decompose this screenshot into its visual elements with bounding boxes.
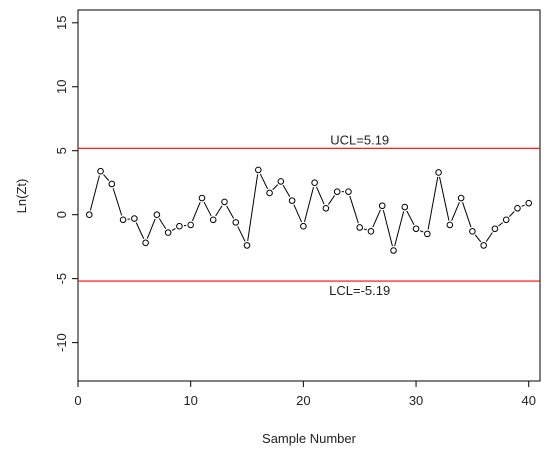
data-point: [131, 215, 138, 222]
data-point: [491, 225, 499, 233]
data-point: [401, 203, 409, 211]
series-segment: [215, 205, 223, 217]
series-segment: [259, 173, 269, 190]
data-point: [333, 188, 341, 195]
data-point: [412, 225, 420, 233]
data-point: [266, 189, 273, 197]
data-point: [119, 216, 127, 224]
y-tick-label: 10: [54, 80, 69, 94]
series-segment: [382, 209, 393, 247]
series-segment: [247, 174, 259, 242]
data-point: [525, 199, 533, 207]
series-segment: [146, 218, 156, 239]
lcl-label: LCL=-5.19: [329, 283, 390, 298]
series-segment: [282, 185, 291, 197]
data-point: [198, 194, 206, 202]
data-point: [288, 197, 296, 204]
series-segment: [394, 211, 405, 247]
x-tick-label: 0: [74, 393, 81, 408]
data-point: [142, 239, 149, 247]
data-point: [356, 224, 364, 231]
series-segment: [103, 174, 110, 181]
x-axis: 0 10 20 30 40: [74, 381, 536, 408]
data-point: [254, 166, 262, 174]
data-point: [480, 242, 487, 249]
series-segment: [419, 230, 424, 233]
x-tick-label: 20: [296, 393, 310, 408]
data-point: [502, 216, 510, 224]
x-tick-label: 10: [183, 393, 197, 408]
series-segment: [89, 175, 100, 211]
series-segment: [451, 202, 460, 221]
data-point: [232, 219, 240, 226]
series-segment: [304, 186, 314, 222]
data-point: [209, 216, 217, 224]
data-point: [424, 230, 431, 238]
series-segment: [372, 209, 381, 228]
y-tick-label: 5: [54, 147, 69, 154]
x-tick-label: 40: [521, 393, 535, 408]
data-point: [446, 221, 454, 229]
series-segment: [112, 188, 123, 216]
series-segment: [363, 228, 367, 231]
data-series: [85, 166, 533, 254]
y-axis-title: Ln(Zt): [14, 179, 29, 214]
series-segment: [406, 210, 415, 225]
series-segment: [508, 211, 515, 217]
series-segment: [462, 202, 472, 228]
data-point: [97, 167, 104, 175]
data-point: [164, 229, 172, 236]
data-point: [457, 194, 465, 202]
data-point: [176, 222, 183, 230]
plot-frame: [77, 9, 541, 382]
data-point: [435, 169, 442, 176]
data-point: [378, 202, 386, 210]
data-point: [187, 221, 194, 229]
data-point: [345, 188, 352, 195]
data-point: [108, 180, 116, 188]
series-segment: [427, 176, 439, 230]
series-segment: [293, 204, 303, 223]
data-point: [469, 228, 476, 235]
series-segment: [439, 176, 450, 221]
data-point: [300, 222, 307, 230]
series-segment: [226, 205, 235, 219]
data-point: [221, 198, 228, 206]
series-segment: [171, 227, 176, 231]
series-segment: [328, 195, 336, 205]
y-tick-label: -5: [54, 273, 69, 285]
series-segment: [521, 204, 525, 207]
data-point: [243, 242, 251, 249]
data-point: [390, 247, 397, 254]
series-segment: [498, 222, 503, 227]
y-axis: -10 -5 0 5 10 15: [54, 16, 78, 352]
series-segment: [191, 202, 201, 221]
series-segment: [474, 234, 482, 243]
x-axis-title: Sample Number: [262, 431, 357, 446]
ucl-label: UCL=5.19: [330, 132, 389, 147]
data-point: [311, 179, 318, 187]
series-segment: [203, 201, 212, 217]
data-point: [153, 211, 161, 218]
x-tick-label: 30: [409, 393, 423, 408]
data-point: [322, 204, 330, 212]
series-segment: [272, 184, 279, 191]
series-segment: [485, 232, 493, 242]
data-point: [85, 211, 93, 218]
y-tick-label: 15: [54, 16, 69, 30]
series-segment: [135, 222, 145, 239]
y-tick-label: -10: [54, 333, 69, 352]
data-point: [514, 204, 521, 212]
series-segment: [237, 226, 246, 242]
data-point: [367, 228, 375, 235]
series-segment: [315, 186, 325, 205]
series-segment: [349, 195, 359, 224]
data-point: [277, 178, 285, 185]
series-segment: [158, 218, 167, 230]
control-limits: UCL=5.19 LCL=-5.19: [78, 132, 540, 298]
y-tick-label: 0: [54, 211, 69, 218]
